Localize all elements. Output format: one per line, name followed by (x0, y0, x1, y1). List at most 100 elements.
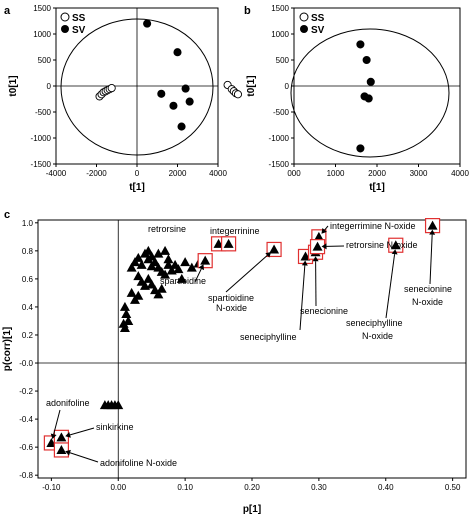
panel-b-legend-sv: SV (311, 25, 325, 36)
panel-c-xtick-label: 0.40 (378, 483, 394, 492)
panel-b-xtick-label: 000 (287, 169, 301, 178)
label-spartioidine-n-2: N-oxide (216, 303, 247, 313)
label-integerrinine: integerrinine (210, 226, 260, 236)
panel-c-xtick-label: 0.30 (311, 483, 327, 492)
label-seneciphylline-n-1: seneciphylline (346, 318, 403, 328)
panel-c-arrow (70, 428, 94, 435)
panel-label-a: a (4, 5, 11, 17)
panel-a-y-label: t0[1] (8, 75, 19, 96)
panel-a-ytick-label: 500 (38, 56, 52, 65)
panel-a-point-sv (144, 20, 151, 27)
panel-b-x-label: t[1] (369, 182, 385, 193)
label-senecionine: senecionine (300, 306, 348, 316)
label-adonifoline: adonifoline (46, 398, 90, 408)
panel-c-ytick-label: 0.6 (22, 275, 34, 284)
label-spartioidine: spartioidine (160, 276, 206, 286)
panel-a-xtick-label: -4000 (46, 169, 67, 178)
panel-c-point (163, 254, 173, 263)
panel-c-x-label: p[1] (243, 504, 261, 515)
panel-a-ytick-label: -1000 (31, 134, 52, 143)
panel-b-xtick-label: 2000 (368, 169, 386, 178)
panel-b-ytick-label: 500 (276, 56, 290, 65)
panel-c-ytick-label: -0.4 (19, 415, 33, 424)
label-seneciphylline-n-2: N-oxide (362, 331, 393, 341)
panel-b-ytick-label: -1000 (269, 134, 290, 143)
panel-c-arrow (226, 255, 267, 292)
panel-c-ytick-label: 0.4 (22, 303, 34, 312)
panel-a-x-label: t[1] (129, 182, 145, 193)
panel-c-ytick-label: -0.0 (19, 359, 33, 368)
label-senecionine-n-1: senecionine (404, 284, 452, 294)
panel-c-xtick-label: -0.10 (42, 483, 61, 492)
panel-a-point-sv (182, 85, 189, 92)
panel-b-point-sv (357, 145, 364, 152)
panel-b-ytick-label: 1000 (271, 30, 289, 39)
panel-a-point-sv (178, 123, 185, 130)
panel-b-point-sv (363, 56, 370, 63)
panel-b-xtick-label: 3000 (410, 169, 428, 178)
panel-a-legend-sv-marker (61, 25, 69, 33)
label-adonifoline-n: adonifoline N-oxide (100, 458, 177, 468)
panel-a-point-sv (186, 98, 193, 105)
panel-c-xtick-label: 0.00 (110, 483, 126, 492)
panel-a-point-sv (174, 49, 181, 56)
panel-label-b: b (244, 5, 251, 17)
label-sinkirkine: sinkirkine (96, 422, 134, 432)
panel-a-point-sv (170, 102, 177, 109)
label-seneciphylline: seneciphylline (240, 332, 297, 342)
panel-a-point-ss (108, 84, 115, 91)
panel-c-xtick-label: 0.10 (177, 483, 193, 492)
panel-a-point-sv (158, 90, 165, 97)
panel-c-ytick-label: -0.6 (19, 443, 33, 452)
panel-b-ytick-label: 1500 (271, 4, 289, 13)
panel-c-xtick-label: 0.20 (244, 483, 260, 492)
panel-a-xtick-label: 4000 (209, 169, 227, 178)
panel-c-ytick-label: 1.0 (22, 219, 34, 228)
panel-b-hotelling-ellipse (291, 29, 449, 157)
panel-b-xtick-label: 1000 (327, 169, 345, 178)
panel-a-xtick-label: -2000 (86, 169, 107, 178)
panel-c-point (160, 246, 170, 255)
panel-b-legend-ss-marker (300, 13, 308, 21)
label-retrorsine: retrorsine (148, 224, 186, 234)
panel-b-plot: 000 1000 2000 3000 4000 1500 1000 500 0 -500 -1000… (224, 4, 469, 178)
panel-a-xtick-label: 0 (135, 169, 140, 178)
panel-label-c: c (4, 209, 10, 221)
panel-c-y-label: p(corr)[1] (2, 327, 13, 371)
panel-a-legend-ss: SS (72, 13, 86, 24)
panel-a-ytick-label: 1500 (33, 4, 51, 13)
panel-c-xtick-label: 0.50 (445, 483, 461, 492)
panel-c-point (180, 257, 190, 266)
panel-a-ytick-label: -500 (35, 108, 52, 117)
panel-b-ytick-label: -1500 (269, 160, 290, 169)
panel-a-xtick-label: 2000 (169, 169, 187, 178)
panel-b-point-sv (367, 78, 374, 85)
label-spartioidine-n-1: spartioidine (208, 293, 254, 303)
panel-c-ytick-label: -0.8 (19, 471, 33, 480)
panel-b-y-label: t0[1] (246, 75, 257, 96)
panel-c-arrow (386, 254, 395, 318)
panel-c-arrow (430, 235, 432, 284)
panel-b-point-sv (365, 95, 372, 102)
panel-c-point (120, 302, 130, 311)
panel-b-legend-sv-marker (300, 25, 308, 33)
panel-c-frame (38, 220, 466, 478)
panel-a-legend-ss-marker (61, 13, 69, 21)
panel-b-legend-ss: SS (311, 13, 325, 24)
label-retrorsine-n: retrorsine N-oxide (346, 240, 418, 250)
panel-a-ytick-label: -1500 (31, 160, 52, 169)
panel-b-point-sv (357, 41, 364, 48)
panel-c-ytick-label: 0.2 (22, 331, 34, 340)
label-integerrimine-n: integerrimine N-oxide (330, 221, 416, 231)
panel-c-arrow (300, 265, 305, 330)
panel-a-legend-sv: SV (72, 25, 86, 36)
panel-b-xtick-label: 4000 (451, 169, 469, 178)
panel-b-ytick-label: 0 (285, 82, 290, 91)
panel-c-arrow (70, 453, 98, 462)
panel-a-ytick-label: 0 (47, 82, 52, 91)
panel-b-ytick-label: -500 (273, 108, 290, 117)
